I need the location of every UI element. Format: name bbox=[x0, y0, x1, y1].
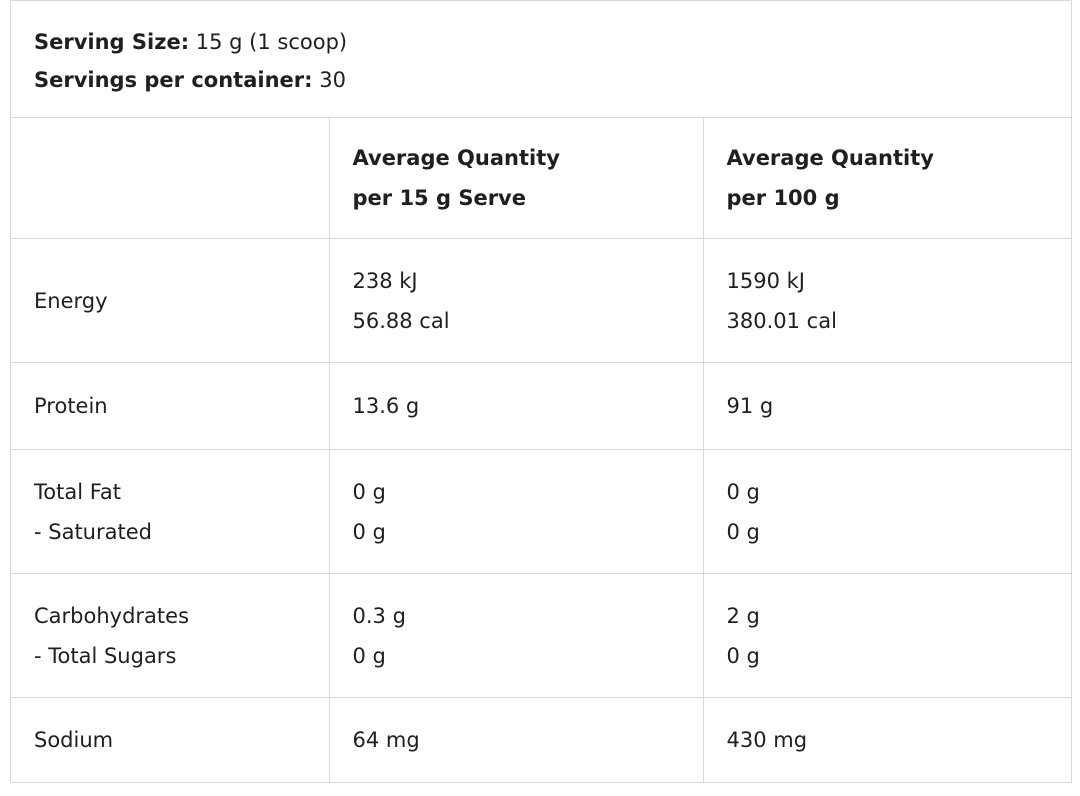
cell: 1590 kJ 380.01 cal bbox=[703, 238, 1071, 363]
cell-line: Carbohydrates bbox=[34, 603, 190, 628]
serving-size: Serving Size: 15 g (1 scoop) bbox=[34, 23, 1071, 61]
cell: Total Fat - Saturated bbox=[11, 449, 330, 574]
cell-line: Protein bbox=[34, 394, 108, 418]
cell-line: 2 g bbox=[726, 603, 760, 628]
serving-info: Serving Size: 15 g (1 scoop) Servings pe… bbox=[11, 1, 1071, 118]
cell-line: 1590 kJ bbox=[726, 268, 805, 293]
cell-line: per 100 g bbox=[726, 186, 840, 210]
label: Serving Size: bbox=[34, 30, 190, 54]
cell-line: Average Quantity bbox=[726, 146, 934, 170]
cell: 0 g 0 g bbox=[703, 449, 1071, 574]
cell: Sodium bbox=[11, 697, 330, 782]
cell-line: 380.01 cal bbox=[726, 308, 837, 333]
cell: 0 g 0 g bbox=[329, 449, 704, 574]
cell-line: 0 g bbox=[352, 643, 386, 668]
value: 30 bbox=[319, 68, 346, 92]
cell: 13.6 g bbox=[329, 362, 704, 450]
cell-line: 0 g bbox=[352, 479, 386, 504]
cell-line: 0 g bbox=[726, 643, 760, 668]
nutrient-row: Energy 238 kJ 56.88 cal 1590 kJ 380.01 cal bbox=[11, 238, 1071, 363]
cell: 238 kJ 56.88 cal bbox=[329, 238, 704, 363]
nutrient-row: Carbohydrates - Total Sugars 0.3 g 0 g 2 g 0 … bbox=[11, 573, 1071, 698]
nutrition-table: Average Quantity per 15 g Serve Average Qu… bbox=[11, 118, 1071, 782]
nutrition-panel: Serving Size: 15 g (1 scoop) Servings pe… bbox=[10, 0, 1072, 783]
cell-line: 64 mg bbox=[352, 728, 420, 752]
cell: Average Quantity per 100 g bbox=[703, 118, 1071, 239]
cell bbox=[11, 118, 330, 239]
cell-line: 0.3 g bbox=[352, 603, 406, 628]
cell-line: 238 kJ bbox=[352, 268, 418, 293]
cell: 2 g 0 g bbox=[703, 573, 1071, 698]
cell: Carbohydrates - Total Sugars bbox=[11, 573, 330, 698]
cell-line: 13.6 g bbox=[352, 394, 420, 418]
cell-line: Total Fat bbox=[34, 479, 121, 504]
cell-line: 0 g bbox=[726, 479, 760, 504]
cell-line: per 15 g Serve bbox=[352, 186, 526, 210]
cell-line: 0 g bbox=[726, 519, 760, 544]
servings-per-container: Servings per container: 30 bbox=[34, 61, 1071, 99]
cell-line: 91 g bbox=[726, 394, 774, 418]
cell: Energy bbox=[11, 238, 330, 363]
nutrient-row: Total Fat - Saturated 0 g 0 g 0 g 0 g bbox=[11, 449, 1071, 574]
cell-line: 0 g bbox=[352, 519, 386, 544]
cell-line: Sodium bbox=[34, 728, 114, 752]
nutrient-row: Sodium 64 mg 430 mg bbox=[11, 697, 1071, 783]
cell: 0.3 g 0 g bbox=[329, 573, 704, 698]
cell-line: - Total Sugars bbox=[34, 643, 177, 668]
cell: Protein bbox=[11, 362, 330, 450]
cell-line: Energy bbox=[34, 288, 108, 313]
header-row: Average Quantity per 15 g Serve Average Qu… bbox=[11, 118, 1071, 239]
cell-line: 56.88 cal bbox=[352, 308, 450, 333]
cell-line: Average Quantity bbox=[352, 146, 560, 170]
cell-line: - Saturated bbox=[34, 519, 152, 544]
cell-line: 430 mg bbox=[726, 728, 808, 752]
nutrient-row: Protein 13.6 g 91 g bbox=[11, 362, 1071, 450]
cell: Average Quantity per 15 g Serve bbox=[329, 118, 704, 239]
value: 15 g (1 scoop) bbox=[195, 30, 348, 54]
cell: 64 mg bbox=[329, 697, 704, 782]
cell: 430 mg bbox=[703, 698, 1071, 783]
label: Servings per container: bbox=[34, 68, 313, 92]
cell: 91 g bbox=[703, 362, 1071, 450]
